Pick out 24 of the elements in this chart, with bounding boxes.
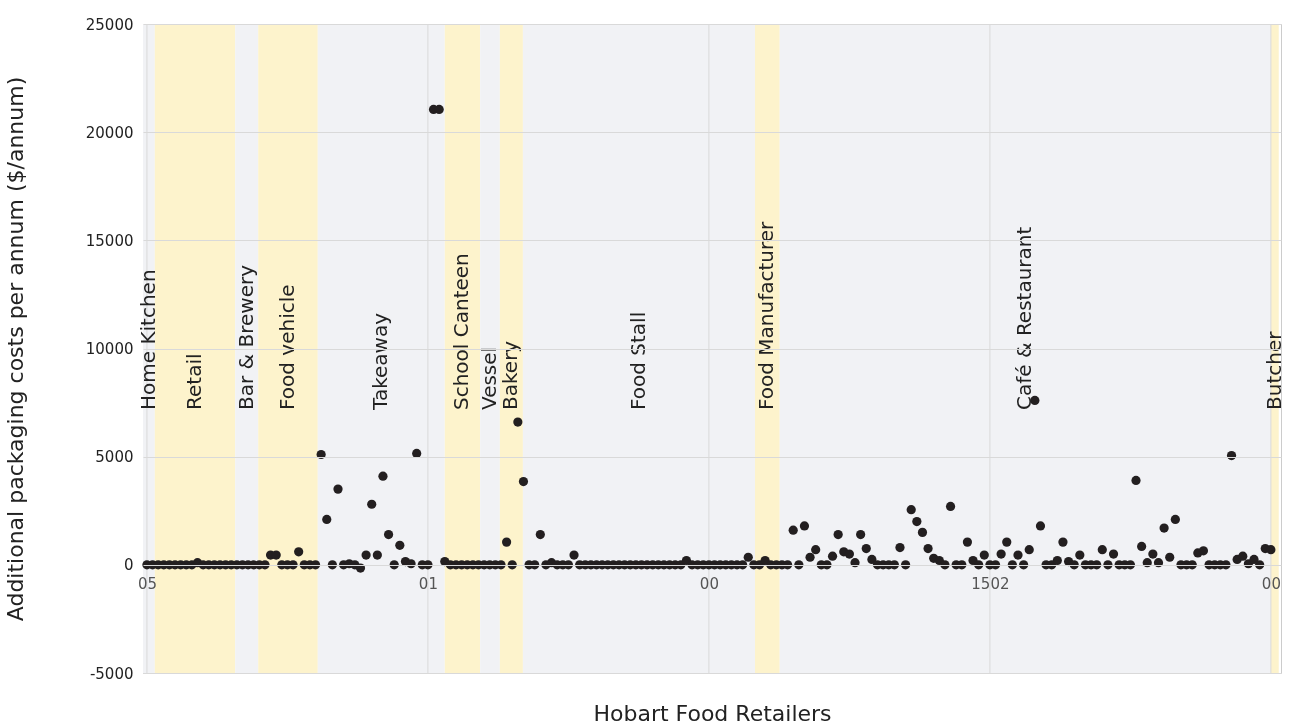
y-tick-label: 10000 xyxy=(85,340,134,358)
annotation: Food Stall xyxy=(625,311,650,410)
x-tick-label: 1502 xyxy=(971,575,1010,594)
x-tick-label: 00 xyxy=(699,575,719,594)
y-tick-label: 5000 xyxy=(95,448,134,467)
y-tick-label: 25000 xyxy=(85,15,134,34)
annotation: Bar & Brewery xyxy=(233,264,258,410)
annotation: Bakery xyxy=(498,340,523,410)
x-tick-label: 05 xyxy=(137,575,157,594)
annotation: Butcher xyxy=(1261,330,1286,410)
y-tick-label: 20000 xyxy=(85,123,134,142)
annotation: Food Manufacturer xyxy=(754,220,779,410)
x-axis-title: Hobart Food Retailers xyxy=(593,701,832,724)
annotation: Retail xyxy=(181,353,206,410)
y-tick-label: 0 xyxy=(123,556,134,575)
x-tick-label: 00 xyxy=(1261,575,1281,594)
annotation: Home Kitchen xyxy=(135,269,160,410)
annotation: School Canteen xyxy=(449,253,474,410)
annotation: Food vehicle xyxy=(274,284,299,410)
x-tick-label: 01 xyxy=(418,575,438,594)
y-tick-label: 15000 xyxy=(85,231,134,250)
y-axis-title: Additional packaging costs per annum ($/annum) xyxy=(2,76,28,622)
y-tick-label: -5000 xyxy=(89,664,134,683)
annotation: Takeaway xyxy=(368,312,393,411)
